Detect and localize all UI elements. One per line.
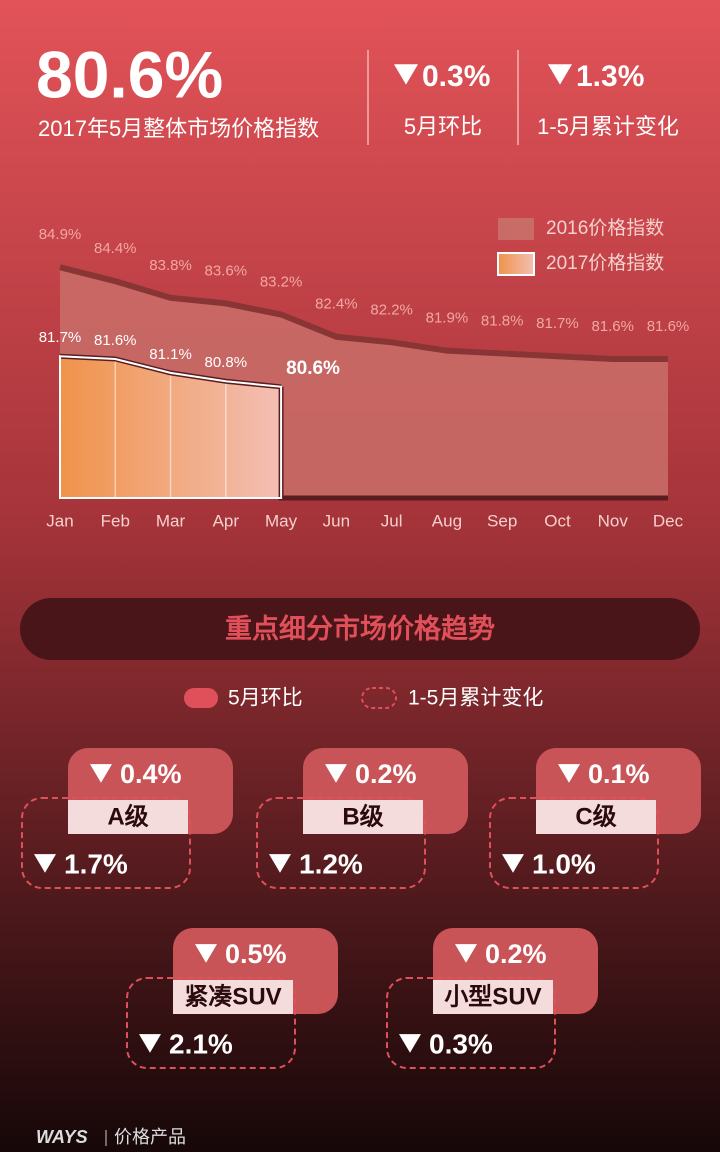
down-triangle [548, 64, 572, 85]
segment-label-box [536, 800, 656, 834]
headline-value: 80.6% [36, 37, 223, 111]
x-tick-label: Oct [544, 511, 571, 530]
value-label: 81.9% [426, 310, 469, 327]
x-tick-label: Sep [487, 511, 517, 530]
x-tick-label: Jan [46, 511, 73, 530]
section-banner [20, 598, 700, 660]
x-tick-label: Jun [323, 511, 350, 530]
value-label: 81.7% [39, 329, 82, 346]
down-triangle [394, 64, 418, 85]
legend-label: 2016价格指数 [546, 217, 664, 239]
segment-name: C级 [575, 802, 616, 830]
legend-swatch [497, 252, 535, 276]
value-label: 83.6% [205, 262, 248, 279]
value-label: 83.8% [149, 257, 192, 274]
segment-label-box [173, 980, 293, 1014]
segment-name: A级 [107, 802, 148, 830]
x-tick-label: Aug [432, 511, 462, 530]
legend-swatch [361, 687, 397, 709]
down-triangle [502, 854, 524, 873]
value-label: 83.2% [260, 273, 303, 290]
down-triangle [269, 854, 291, 873]
area-line [59, 355, 283, 499]
legend-swatch [498, 218, 534, 240]
ytd-value: 1.7% [64, 848, 128, 879]
footer-brand: WAYS [36, 1127, 88, 1147]
value-label: 84.4% [94, 240, 137, 257]
segment-label-box [303, 800, 423, 834]
segment-name: 小型SUV [444, 983, 541, 1010]
ytd-value: 0.3% [429, 1028, 493, 1059]
down-triangle [558, 764, 580, 783]
value-label: 84.9% [39, 226, 82, 243]
mom-value: 0.5% [225, 939, 287, 969]
value-label: 82.2% [370, 301, 413, 318]
stat-value: 1.3% [576, 60, 644, 93]
value-label: 81.8% [481, 312, 524, 329]
down-triangle [34, 854, 56, 873]
segment-label-box [68, 800, 188, 834]
value-label: 81.6% [94, 332, 137, 349]
mom-value: 0.4% [120, 759, 182, 789]
section-title: 重点细分市场价格趋势 [225, 613, 495, 644]
ytd-card [489, 797, 659, 889]
mom-value: 0.1% [588, 759, 650, 789]
ytd-value: 1.2% [299, 848, 363, 879]
ytd-value: 1.0% [532, 848, 596, 879]
ytd-card [21, 797, 191, 889]
ytd-value: 2.1% [169, 1028, 233, 1059]
footer-label: 价格产品 [114, 1127, 186, 1147]
stat-label: 5月环比 [404, 114, 482, 139]
ytd-card [126, 977, 296, 1069]
value-label: 81.7% [536, 315, 579, 332]
x-tick-label: Feb [101, 511, 130, 530]
stat-label: 1-5月累计变化 [537, 114, 679, 139]
segment-label-box [433, 980, 553, 1014]
mom-value: 0.2% [355, 759, 417, 789]
ytd-card [256, 797, 426, 889]
x-tick-label: Dec [653, 511, 684, 530]
x-tick-label: Mar [156, 511, 186, 530]
legend-label: 5月环比 [228, 687, 303, 710]
value-label: 81.1% [149, 346, 192, 363]
value-label: 82.4% [315, 296, 358, 313]
down-triangle [399, 1034, 421, 1053]
down-triangle [455, 944, 477, 963]
down-triangle [325, 764, 347, 783]
value-label: 80.6% [286, 358, 340, 379]
area-line [59, 264, 668, 362]
value-label: 80.8% [205, 354, 248, 371]
x-tick-label: May [265, 511, 298, 530]
x-tick-label: Nov [598, 511, 629, 530]
down-triangle [139, 1034, 161, 1053]
legend-label: 2017价格指数 [546, 252, 664, 274]
legend-label: 1-5月累计变化 [408, 687, 543, 710]
headline-label: 2017年5月整体市场价格指数 [38, 116, 319, 141]
legend-swatch [184, 688, 218, 708]
down-triangle [90, 764, 112, 783]
value-label: 81.6% [591, 318, 634, 335]
x-tick-label: Jul [381, 511, 403, 530]
down-triangle [195, 944, 217, 963]
ytd-card [386, 977, 556, 1069]
x-tick-label: Apr [213, 511, 240, 530]
mom-value: 0.2% [485, 939, 547, 969]
segment-name: 紧凑SUV [184, 983, 281, 1010]
segment-name: B级 [342, 802, 383, 830]
stat-value: 0.3% [422, 60, 490, 93]
value-label: 81.6% [647, 318, 690, 335]
